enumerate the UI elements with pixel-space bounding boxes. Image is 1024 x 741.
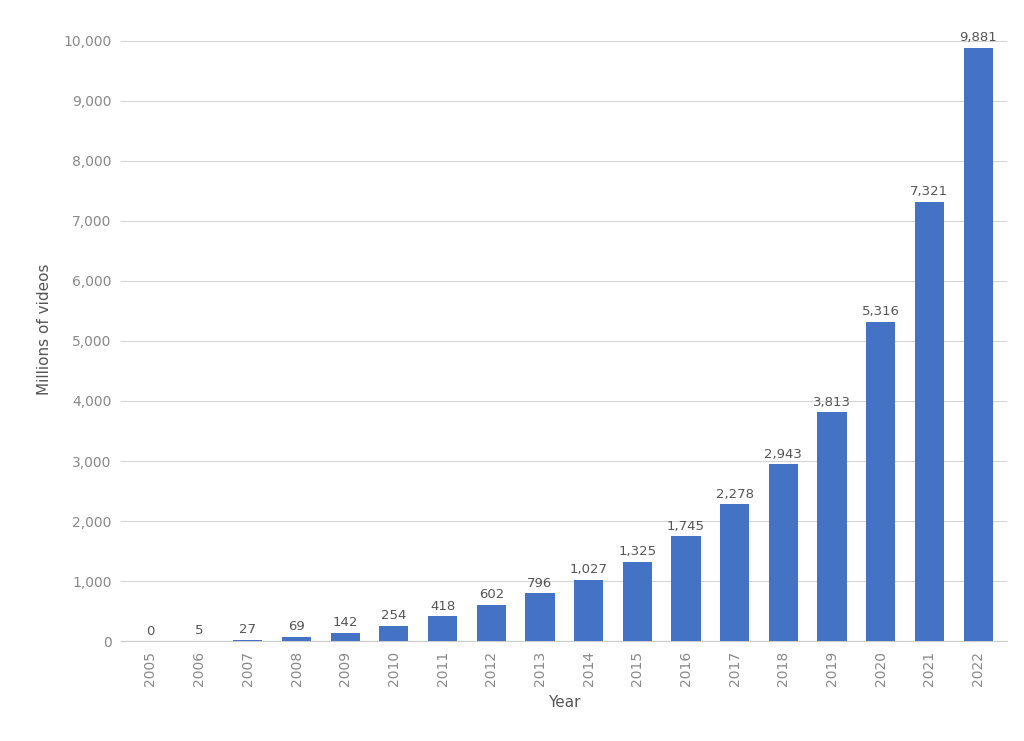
Text: 796: 796 (527, 576, 553, 590)
Text: 142: 142 (333, 616, 357, 629)
Text: 9,881: 9,881 (959, 31, 997, 44)
Text: 27: 27 (240, 623, 256, 636)
Text: 5: 5 (195, 625, 204, 637)
Text: 602: 602 (478, 588, 504, 602)
Bar (672, 536, 700, 641)
X-axis label: Year: Year (548, 694, 581, 710)
Text: 7,321: 7,321 (910, 185, 948, 198)
Bar (623, 562, 652, 641)
Y-axis label: Millions of videos: Millions of videos (37, 263, 52, 395)
Text: 0: 0 (146, 625, 155, 637)
Bar (476, 605, 506, 641)
Bar (866, 322, 895, 641)
Text: 1,027: 1,027 (569, 563, 607, 576)
Bar (720, 505, 750, 641)
Bar (331, 633, 359, 641)
Bar (233, 639, 262, 641)
Text: 5,316: 5,316 (862, 305, 900, 319)
Bar (574, 579, 603, 641)
Bar (914, 202, 944, 641)
Text: 2,278: 2,278 (716, 488, 754, 501)
Bar (428, 616, 457, 641)
Text: 1,745: 1,745 (667, 520, 705, 533)
Bar (964, 48, 992, 641)
Text: 254: 254 (381, 609, 407, 622)
Text: 69: 69 (288, 620, 305, 634)
Text: 1,325: 1,325 (618, 545, 656, 558)
Text: 2,943: 2,943 (765, 448, 803, 461)
Bar (525, 594, 555, 641)
Text: 3,813: 3,813 (813, 396, 851, 408)
Bar (379, 626, 409, 641)
Text: 418: 418 (430, 599, 456, 613)
Bar (282, 637, 311, 641)
Bar (769, 465, 798, 641)
Bar (817, 412, 847, 641)
